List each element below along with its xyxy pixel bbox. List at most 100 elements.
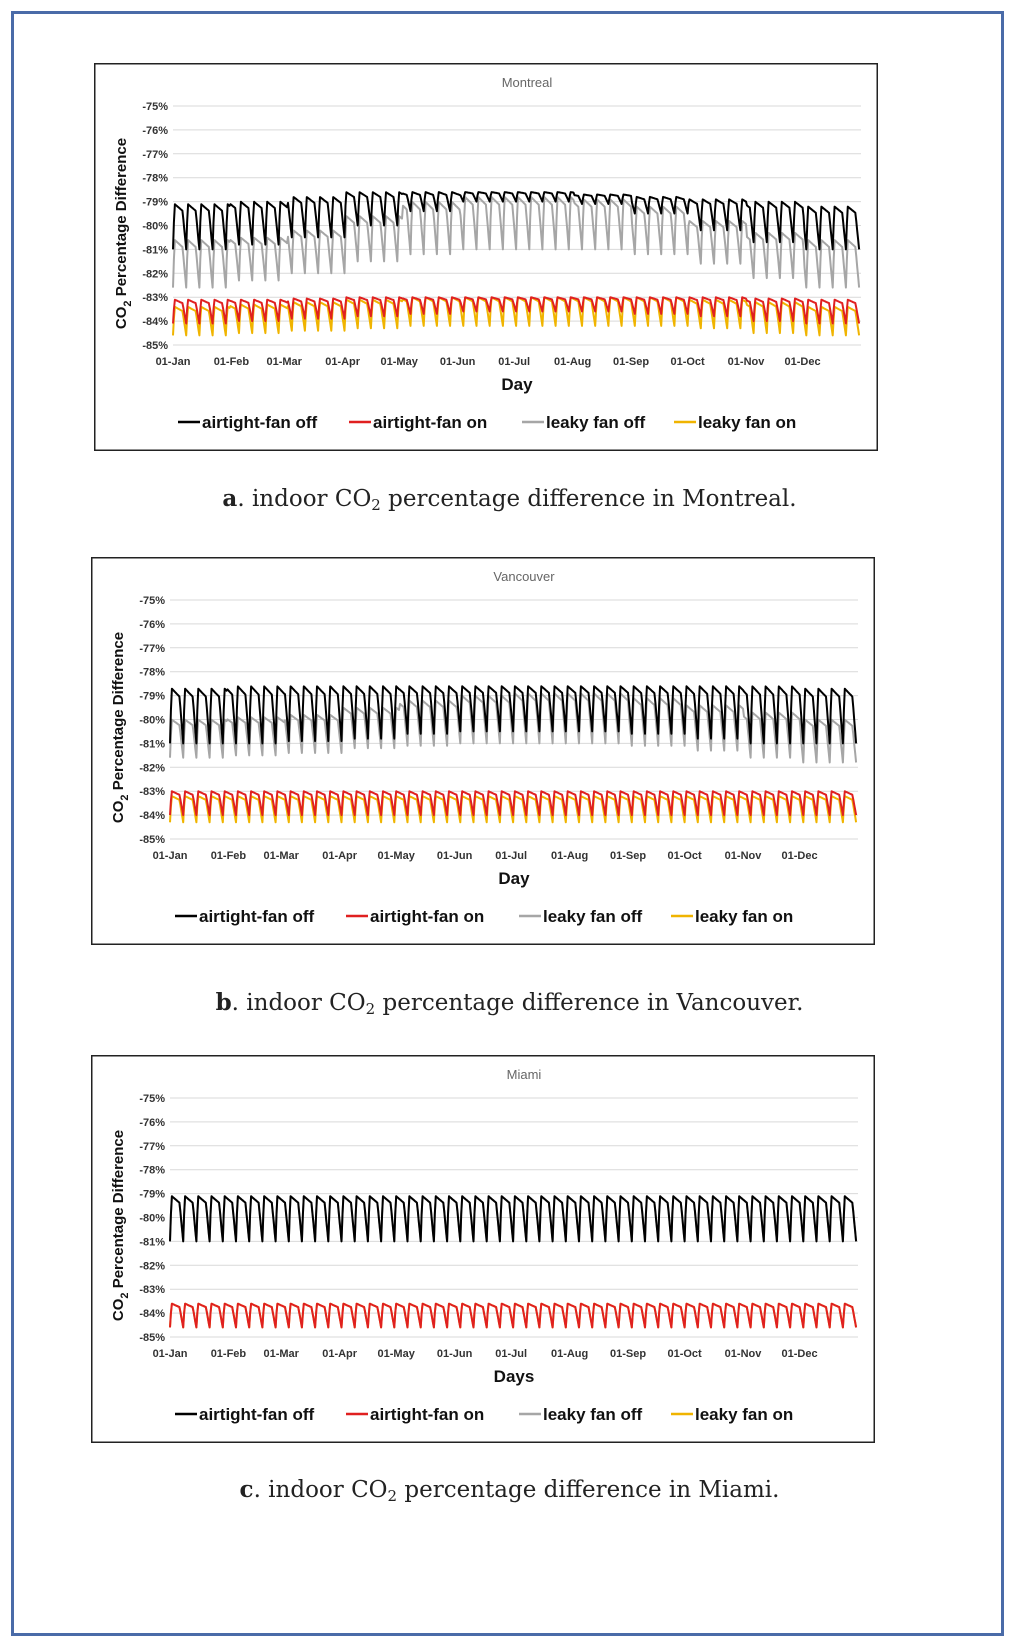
y-tick-label: -80% <box>139 715 165 727</box>
x-tick-label: 01-Nov <box>725 850 763 862</box>
series-line-leaky-fan-on <box>172 296 861 337</box>
series-line-airtight-fan-on <box>169 790 858 817</box>
chart-montreal: Montreal -75% -76% -77% -78% -79% -80% -81% -82%… <box>94 63 878 451</box>
x-tick-label: 01-Sep <box>610 850 646 862</box>
y-tick-label: -80% <box>139 1213 165 1225</box>
chart-svg: Montreal -75% -76% -77% -78% -79% -80% -81% -82%… <box>94 63 878 451</box>
y-tick-label: -78% <box>139 667 165 679</box>
caption-text: . indoor CO <box>253 1477 388 1503</box>
legend-label: airtight-fan off <box>202 413 318 432</box>
y-tick-label: -76% <box>142 125 168 137</box>
caption-a: a. indoor CO2 percentage difference in M… <box>0 485 1019 514</box>
series-line-airtight-fan-off <box>172 191 861 251</box>
chart-vancouver: Vancouver -75% -76% -77% -78% -79% -80% -81% -82… <box>91 557 875 945</box>
x-tick-label: 01-Feb <box>211 850 247 862</box>
legend-label: airtight-fan off <box>199 1405 315 1424</box>
legend-label: leaky fan off <box>543 1405 643 1424</box>
x-tick-label: 01-Jan <box>156 356 191 368</box>
y-tick-label: -76% <box>139 1117 165 1129</box>
x-tick-label: 01-Jul <box>495 1348 527 1360</box>
x-tick-label: 01-May <box>381 356 419 368</box>
y-axis-label: CO2 Percentage Difference <box>110 632 131 823</box>
caption-text: . indoor CO <box>237 486 372 512</box>
caption-c: c. indoor CO2 percentage difference in M… <box>0 1476 1019 1505</box>
y-tick-label: -77% <box>142 149 168 161</box>
y-tick-label: -82% <box>139 762 165 774</box>
x-tick-label: 01-Oct <box>667 1348 702 1360</box>
caption-subscript: 2 <box>365 1000 376 1018</box>
legend-label: airtight-fan on <box>370 907 484 926</box>
x-tick-label: 01-Mar <box>266 356 302 368</box>
caption-letter: a <box>222 485 238 512</box>
x-tick-label: 01-Oct <box>667 850 702 862</box>
x-tick-label: 01-Apr <box>325 356 361 368</box>
x-tick-label: 01-Jan <box>153 850 188 862</box>
y-tick-label: -75% <box>139 595 165 607</box>
chart-border <box>91 1055 875 1443</box>
y-tick-label: -84% <box>142 316 168 328</box>
x-axis-label: Day <box>498 869 530 888</box>
legend-label: airtight-fan on <box>370 1405 484 1424</box>
y-tick-label: -83% <box>139 786 165 798</box>
series-line-airtight-fan-off <box>169 1195 858 1243</box>
caption-text-end: percentage difference in Montreal. <box>380 486 797 512</box>
y-tick-label: -79% <box>139 691 165 703</box>
series-line-leaky-fan-off <box>172 196 861 289</box>
legend-label: leaky fan off <box>543 907 643 926</box>
x-tick-label: 01-Feb <box>214 356 250 368</box>
caption-b: b. indoor CO2 percentage difference in V… <box>0 989 1019 1018</box>
y-tick-label: -82% <box>139 1260 165 1272</box>
y-tick-label: -75% <box>139 1093 165 1105</box>
y-tick-label: -85% <box>139 834 165 846</box>
y-axis-label: CO2 Percentage Difference <box>113 138 134 329</box>
x-tick-label: 01-Mar <box>263 850 299 862</box>
x-tick-label: 01-Apr <box>322 1348 358 1360</box>
caption-text-end: percentage difference in Vancouver. <box>375 990 804 1016</box>
y-tick-label: -78% <box>142 173 168 185</box>
y-tick-label: -83% <box>139 1284 165 1296</box>
x-tick-label: 01-Feb <box>211 1348 247 1360</box>
x-tick-label: 01-Dec <box>782 850 818 862</box>
y-tick-label: -76% <box>139 619 165 631</box>
legend-label: leaky fan off <box>546 413 646 432</box>
y-tick-label: -75% <box>142 101 168 113</box>
x-axis-label: Day <box>501 375 533 394</box>
legend-label: airtight-fan off <box>199 907 315 926</box>
x-tick-label: 01-Sep <box>610 1348 646 1360</box>
series-line-airtight-fan-on <box>172 296 861 325</box>
y-tick-label: -79% <box>142 197 168 209</box>
x-tick-label: 01-Dec <box>782 1348 818 1360</box>
chart-svg: Vancouver -75% -76% -77% -78% -79% -80% -81% -82… <box>91 557 875 945</box>
chart-title: Miami <box>507 1067 542 1082</box>
x-tick-label: 01-May <box>378 850 416 862</box>
legend-label: airtight-fan on <box>373 413 487 432</box>
y-tick-label: -82% <box>142 268 168 280</box>
x-tick-label: 01-Jul <box>495 850 527 862</box>
y-tick-label: -78% <box>139 1165 165 1177</box>
caption-text: . indoor CO <box>231 990 366 1016</box>
x-tick-label: 01-Nov <box>728 356 766 368</box>
caption-subscript: 2 <box>387 1487 398 1505</box>
y-tick-label: -80% <box>142 221 168 233</box>
x-tick-label: 01-Jun <box>440 356 476 368</box>
y-tick-label: -84% <box>139 1308 165 1320</box>
series-line-airtight-fan-off <box>169 685 858 745</box>
y-tick-label: -77% <box>139 1141 165 1153</box>
chart-border <box>94 63 878 451</box>
x-tick-label: 01-Jun <box>437 1348 473 1360</box>
caption-letter: c <box>239 1476 254 1503</box>
x-tick-label: 01-Apr <box>322 850 358 862</box>
caption-text-end: percentage difference in Miami. <box>397 1477 780 1503</box>
y-tick-label: -85% <box>142 340 168 352</box>
x-tick-label: 01-Nov <box>725 1348 763 1360</box>
x-tick-label: 01-May <box>378 1348 416 1360</box>
y-tick-label: -81% <box>139 1236 165 1248</box>
chart-title: Montreal <box>502 75 553 90</box>
legend-label: leaky fan on <box>695 1405 793 1424</box>
x-tick-label: 01-Sep <box>613 356 649 368</box>
x-tick-label: 01-Mar <box>263 1348 299 1360</box>
series-line-leaky-fan-off <box>169 692 858 764</box>
chart-title: Vancouver <box>493 569 555 584</box>
legend-label: leaky fan on <box>698 413 796 432</box>
x-tick-label: 01-Oct <box>670 356 705 368</box>
